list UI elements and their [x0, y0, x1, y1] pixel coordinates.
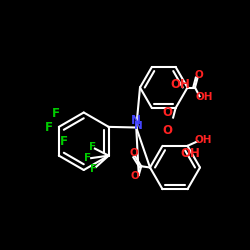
Text: F: F: [52, 107, 60, 120]
Text: N: N: [131, 114, 141, 126]
Text: OH: OH: [194, 135, 212, 145]
Text: OH: OH: [180, 147, 200, 160]
Text: OH: OH: [170, 78, 190, 92]
Text: O: O: [194, 70, 203, 80]
Text: F: F: [84, 153, 91, 163]
Text: O: O: [162, 106, 172, 119]
Text: O: O: [130, 171, 139, 181]
Text: O: O: [129, 148, 138, 158]
Text: F: F: [60, 135, 68, 148]
Text: F: F: [89, 142, 96, 152]
Text: OH: OH: [195, 92, 213, 102]
Text: O: O: [162, 124, 172, 136]
Text: F: F: [45, 121, 53, 134]
Text: N: N: [134, 121, 143, 131]
Text: F: F: [90, 164, 97, 174]
